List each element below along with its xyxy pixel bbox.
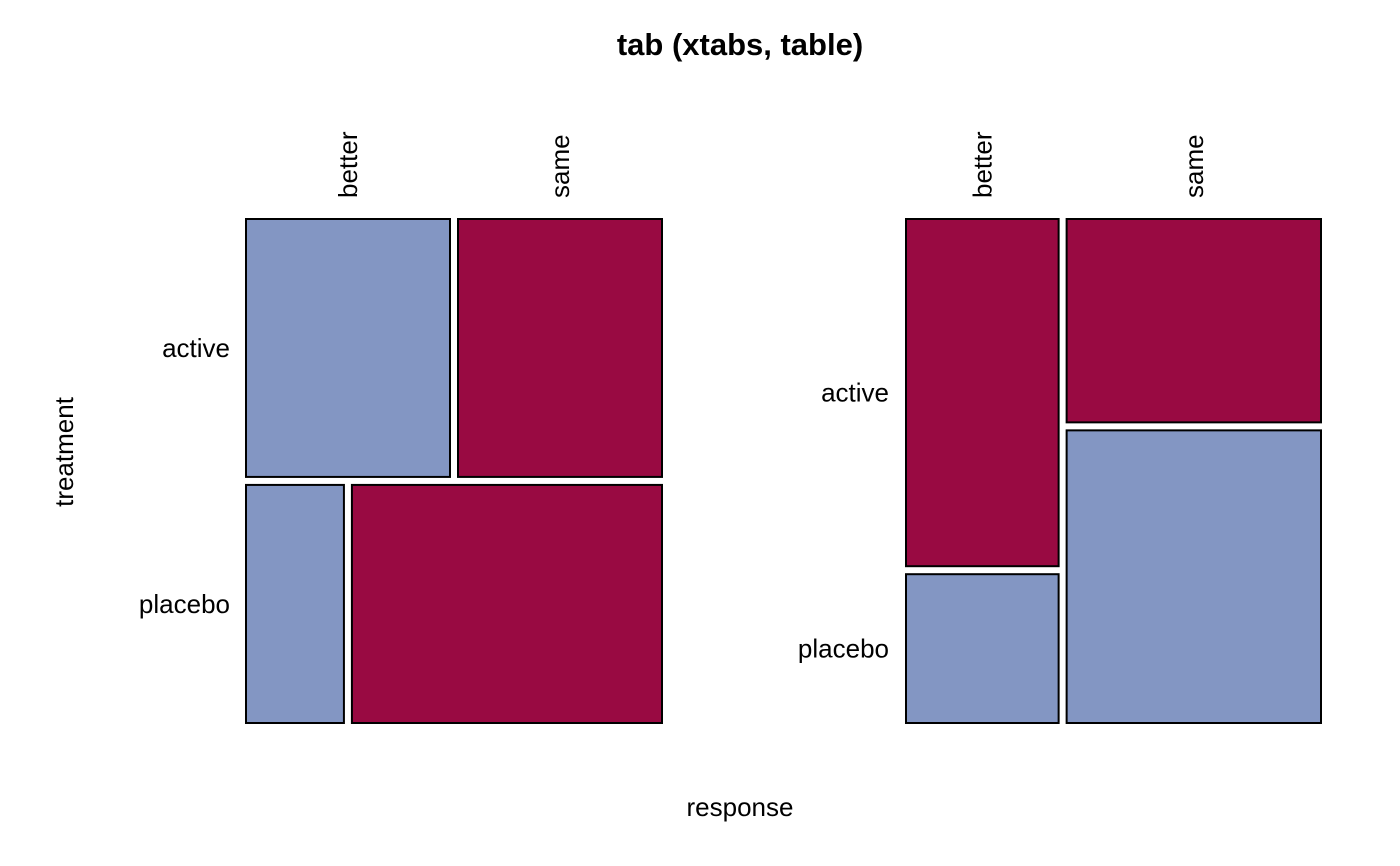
mosaic-panel-right: better same active placebo (798, 131, 1322, 725)
mosaic-cell-right-active-better (905, 218, 1060, 568)
column-label-same: same (1179, 134, 1209, 198)
mosaic-cell-left-active-same (457, 218, 663, 478)
mosaic-cell-left-active-better (245, 218, 451, 478)
mosaic-cell-right-placebo-same (1065, 429, 1322, 724)
row-label-placebo: placebo (139, 589, 230, 619)
mosaic-panel-left: active placebo better same (139, 131, 663, 725)
row-label-placebo: placebo (798, 634, 889, 664)
mosaic-cell-left-placebo-same (350, 483, 663, 725)
mosaic-cell-right-active-same (1065, 218, 1322, 424)
column-label-same: same (545, 134, 575, 198)
mosaic-cell-right-placebo-better (905, 573, 1060, 725)
row-label-active: active (821, 378, 889, 408)
y-axis-label: treatment (49, 396, 79, 507)
column-label-better: better (967, 131, 997, 198)
chart-title: tab (xtabs, table) (617, 27, 863, 62)
mosaic-cell-left-placebo-better (245, 483, 345, 725)
column-label-better: better (333, 131, 363, 198)
x-axis-label: response (687, 792, 794, 822)
row-label-active: active (162, 333, 230, 363)
